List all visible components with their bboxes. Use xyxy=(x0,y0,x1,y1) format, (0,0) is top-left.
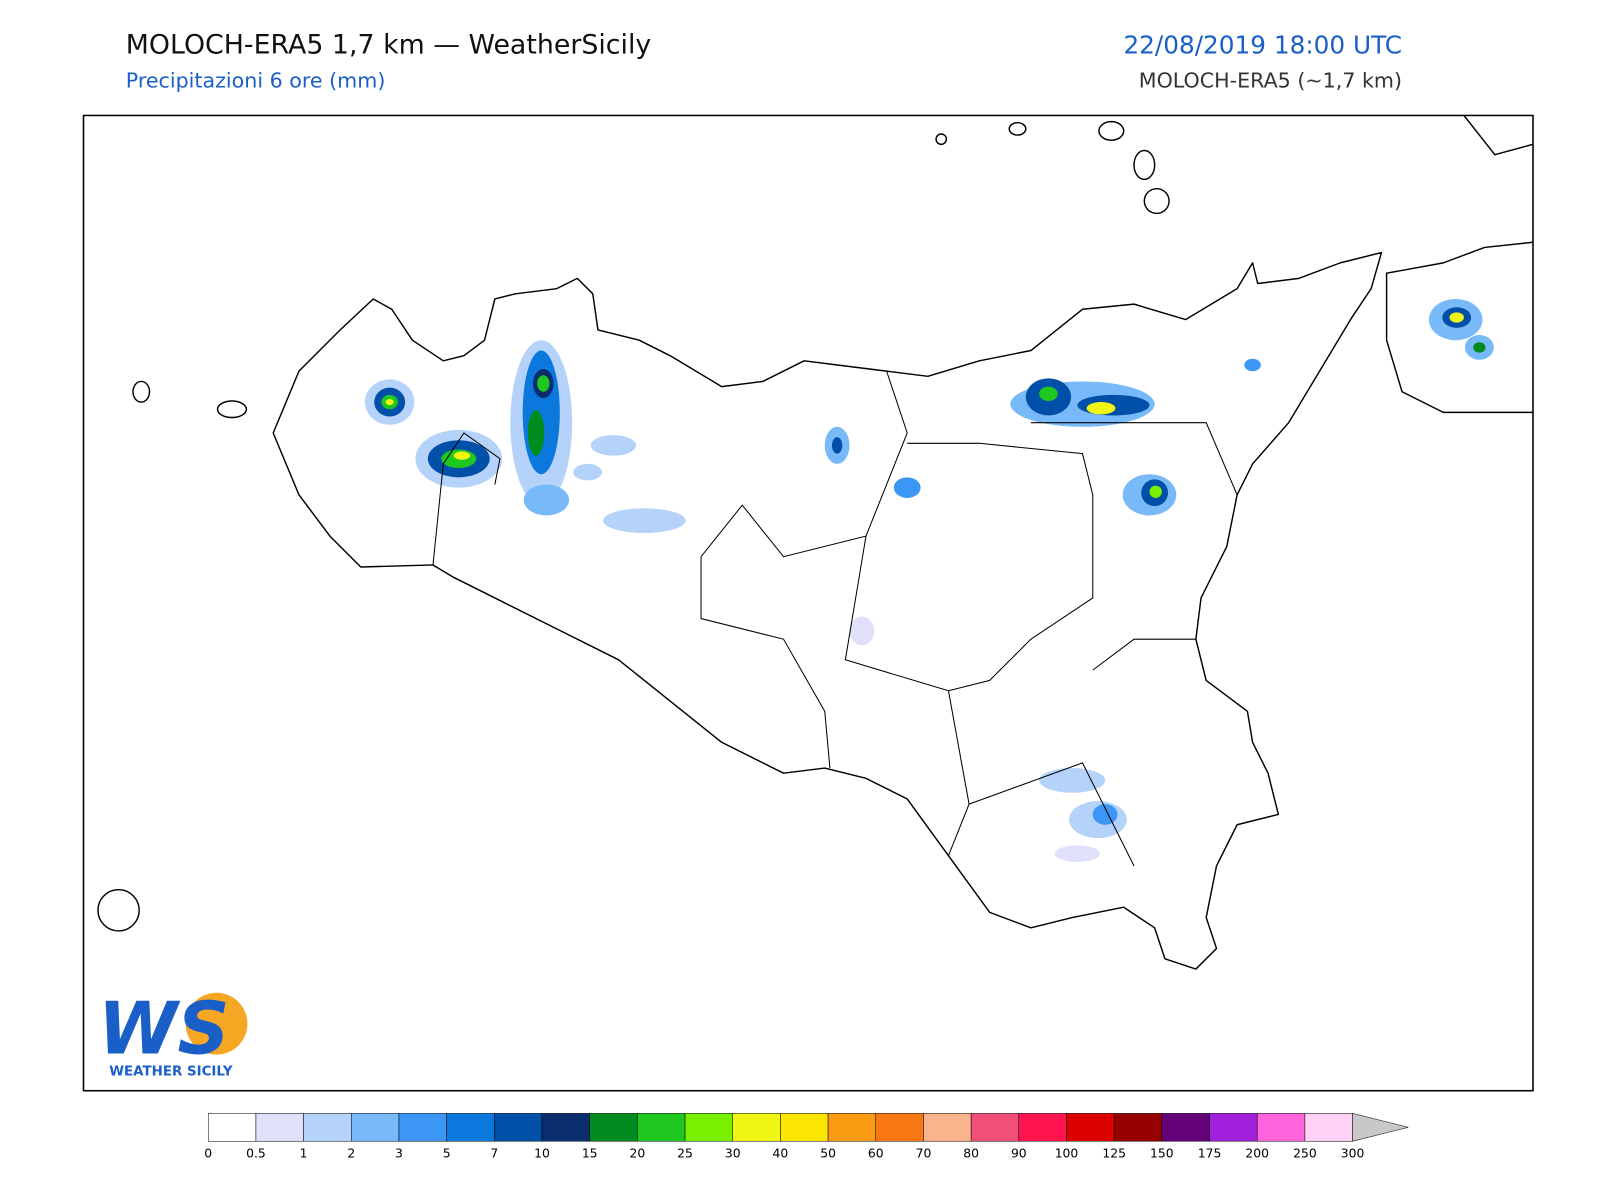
rain-cell xyxy=(415,429,503,488)
colorbar-segment xyxy=(398,1113,447,1142)
rain-cell xyxy=(1244,298,1494,372)
colorbar-tick-label: 60 xyxy=(868,1147,884,1161)
colorbar-tick-label: 3 xyxy=(395,1147,403,1161)
colorbar-segment xyxy=(923,1113,972,1142)
colorbar-tick-label: 25 xyxy=(677,1147,693,1161)
map: WS WEATHER SICILY xyxy=(82,114,1534,1092)
colorbar-segment xyxy=(1256,1113,1306,1142)
colorbar-tick-label: 15 xyxy=(582,1147,598,1161)
colorbar-segment xyxy=(494,1113,543,1142)
colorbar-segment xyxy=(1113,1113,1163,1142)
colorbar-tick-label: 300 xyxy=(1341,1147,1365,1161)
colorbar-tick-label: 150 xyxy=(1150,1147,1174,1161)
colorbar-tick-label: 5 xyxy=(443,1147,451,1161)
colorbar-segment xyxy=(351,1113,400,1142)
colorbar-tick-label: 40 xyxy=(773,1147,789,1161)
colorbar-tick-label: 0.5 xyxy=(246,1147,266,1161)
colorbar-tick-label: 1 xyxy=(300,1147,308,1161)
colorbar-tick-label: 200 xyxy=(1245,1147,1269,1161)
colorbar-tick-label: 250 xyxy=(1293,1147,1317,1161)
colorbar-tick-label: 50 xyxy=(820,1147,836,1161)
colorbar-segment xyxy=(541,1113,590,1142)
colorbar-segment xyxy=(684,1113,733,1142)
datetime: 22/08/2019 18:00 UTC xyxy=(1123,31,1402,60)
colorbar-segment xyxy=(1018,1113,1067,1142)
colorbar-segment xyxy=(303,1113,352,1142)
logo: WS WEATHER SICILY xyxy=(98,988,248,1079)
colorbar-segment xyxy=(780,1113,829,1142)
colorbar-segment xyxy=(875,1113,924,1142)
colorbar-segment xyxy=(255,1113,304,1142)
colorbar-tick-label: 70 xyxy=(916,1147,932,1161)
colorbar-tick-label: 100 xyxy=(1055,1147,1079,1161)
colorbar-tick-label: 10 xyxy=(534,1147,550,1161)
colorbar-segment xyxy=(970,1113,1020,1142)
model-label: MOLOCH-ERA5 (~1,7 km) xyxy=(1139,69,1402,93)
colorbar-segment xyxy=(446,1113,495,1142)
rain-cell xyxy=(523,435,686,533)
colorbar-tick-label: 20 xyxy=(630,1147,646,1161)
colorbar-segment xyxy=(827,1113,877,1142)
colorbar-tick-label: 2 xyxy=(347,1147,355,1161)
precipitation xyxy=(364,298,1494,862)
rain-cell xyxy=(1010,378,1155,427)
colorbar-segment xyxy=(1161,1113,1210,1142)
colorbar-segment xyxy=(1209,1113,1258,1142)
colorbar-segment xyxy=(589,1113,638,1142)
colorbar-tick-label: 125 xyxy=(1102,1147,1126,1161)
colorbar-tick-label: 30 xyxy=(725,1147,741,1161)
colorbar-extend xyxy=(1352,1113,1409,1142)
colorbar-segment xyxy=(1066,1113,1115,1142)
coastline xyxy=(97,115,1534,970)
map-frame xyxy=(82,114,1534,1092)
province-borders xyxy=(432,370,1238,867)
colorbar: 0 0.5 1 2 3 5 7 10 15 20 25 30 40 50 60 70 80 90 100 125 150… xyxy=(204,1113,1409,1161)
colorbar-tick-label: 80 xyxy=(963,1147,979,1161)
rain-cell xyxy=(364,379,415,425)
title: MOLOCH-ERA5 1,7 km — WeatherSicily xyxy=(126,30,652,61)
colorbar-segment xyxy=(1304,1113,1353,1142)
logo-mark: WS xyxy=(98,988,230,1072)
subtitle: Precipitazioni 6 ore (mm) xyxy=(126,69,386,93)
colorbar-tick-label: 7 xyxy=(490,1147,498,1161)
colorbar-tick-label: 90 xyxy=(1011,1147,1027,1161)
colorbar-segment xyxy=(637,1113,686,1142)
rain-cell xyxy=(1122,474,1177,516)
colorbar-tick-label: 175 xyxy=(1198,1147,1222,1161)
logo-text: WEATHER SICILY xyxy=(109,1064,233,1079)
rain-cell xyxy=(824,426,921,646)
colorbar-tick-label: 0 xyxy=(204,1147,212,1161)
colorbar-segment xyxy=(207,1113,257,1142)
colorbar-segment xyxy=(732,1113,781,1142)
rain-cell xyxy=(510,340,573,506)
